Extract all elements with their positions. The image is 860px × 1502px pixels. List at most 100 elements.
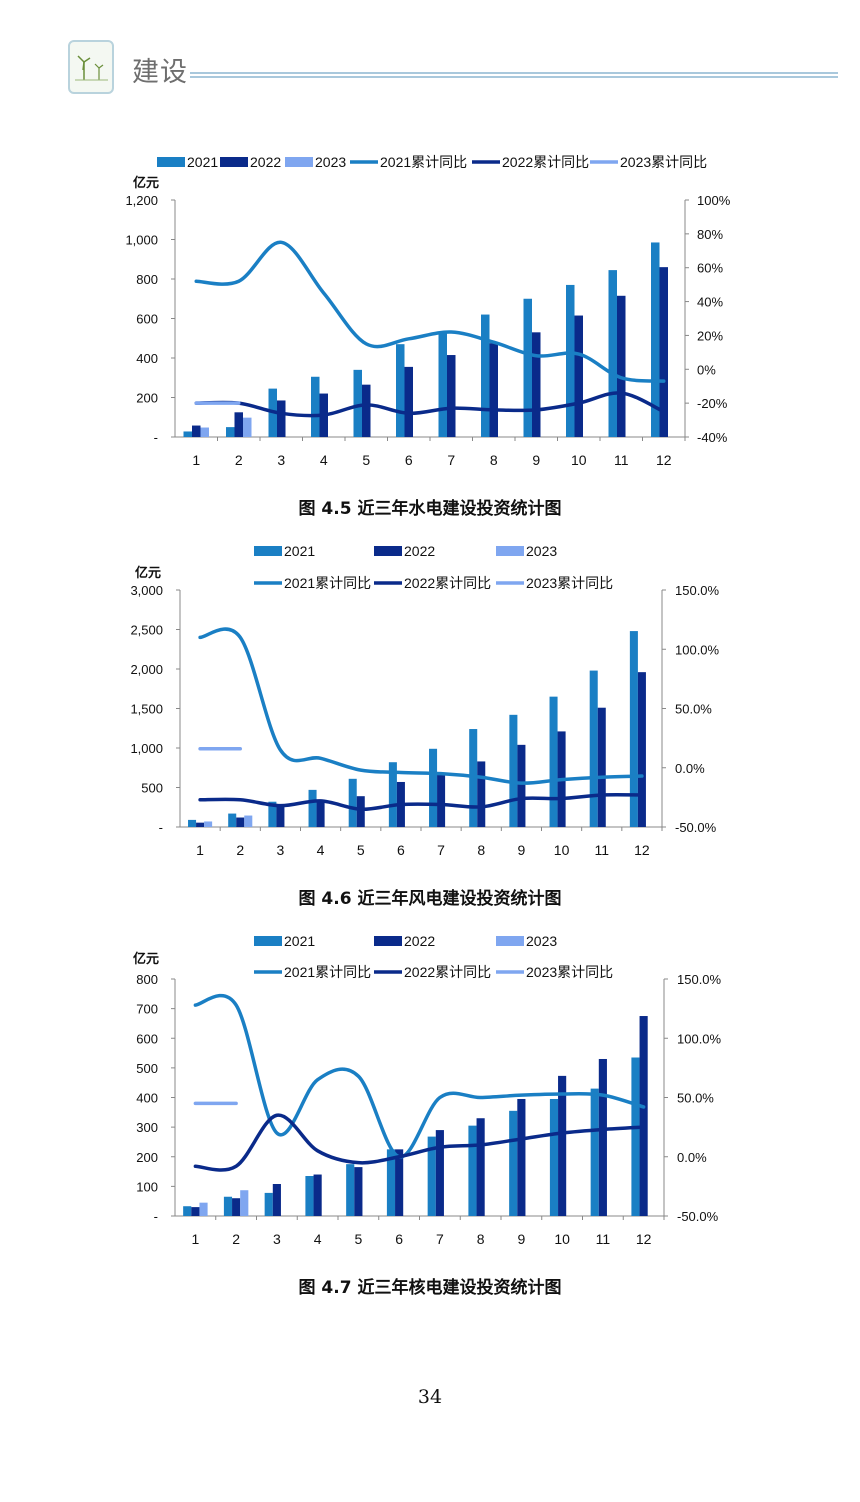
- y-tick-label: 200: [136, 391, 158, 406]
- bar-2021-7: [429, 748, 438, 827]
- bar-2021-11: [590, 1088, 599, 1216]
- bar-2022-7: [437, 773, 446, 827]
- legend-item-2021: 2021: [157, 154, 218, 170]
- legend-swatch: [220, 157, 248, 167]
- bar-2021-8: [481, 314, 490, 437]
- x-tick-label: 6: [395, 1231, 403, 1247]
- bar-2022-1: [196, 822, 205, 827]
- legend-label: 2023累计同比: [526, 575, 613, 591]
- y-tick-label: 300: [136, 1120, 158, 1135]
- y-tick-label: -: [154, 1209, 158, 1224]
- bar-2022-9: [517, 1098, 526, 1216]
- legend-label: 2022: [250, 154, 281, 170]
- nuclear-power-investment-chart: - 100 200 300 400 500 600 700 800 -50.0% 0.0% 50.0%…: [0, 925, 860, 1265]
- line-2022累计同比: [198, 792, 644, 811]
- x-tick-label: 9: [532, 452, 540, 468]
- legend-swatch: [157, 157, 185, 167]
- bar-2022-7: [435, 1130, 444, 1216]
- y-tick-label: 800: [136, 272, 158, 287]
- y-tick-label: -: [154, 430, 158, 445]
- bar-2022-12: [659, 267, 668, 437]
- legend-item-2022: 2022: [220, 154, 281, 170]
- bar-2022-2: [232, 1198, 241, 1216]
- x-tick-label: 11: [594, 842, 609, 858]
- y2-tick-label: 0.0%: [675, 761, 705, 776]
- bar-2021-4: [305, 1176, 314, 1216]
- line-2022累计同比: [193, 1113, 646, 1172]
- x-tick-label: 12: [636, 1231, 652, 1247]
- legend-label: 2023: [526, 543, 557, 559]
- legend-item-2022累计同比: 2022累计同比: [472, 154, 589, 170]
- x-tick-label: 4: [314, 1231, 322, 1247]
- y-axis-unit-label: 亿元: [133, 175, 159, 190]
- bar-2021-7: [438, 333, 447, 437]
- legend-item-2023: 2023: [496, 543, 557, 559]
- chart-svg: - 100 200 300 400 500 600 700 800 -50.0% 0.0% 50.0%…: [133, 933, 722, 1247]
- bar-2022-8: [477, 761, 486, 827]
- bar-2022-9: [532, 332, 541, 437]
- line-2021累计同比: [198, 627, 644, 785]
- y-tick-label: 600: [136, 1031, 158, 1046]
- bar-2022-8: [489, 343, 498, 437]
- bar-2022-1: [192, 425, 201, 437]
- y-tick-label: 2,000: [130, 662, 163, 677]
- bar-2022-11: [597, 707, 606, 827]
- x-tick-label: 3: [273, 1231, 281, 1247]
- y2-tick-label: 60%: [697, 261, 723, 276]
- y2-tick-label: 100.0%: [675, 642, 720, 657]
- legend-label: 2021: [284, 933, 315, 949]
- bar-2023-1: [199, 1202, 208, 1216]
- bar-2022-10: [574, 315, 583, 437]
- chart-svg: - 200 400 600 800 1,000 1,200 -40% -20% 0% 20% 40% 6…: [125, 154, 730, 468]
- bar-2022-5: [362, 384, 371, 437]
- x-tick-label: 8: [490, 452, 498, 468]
- legend-item-2023: 2023: [496, 933, 557, 949]
- x-tick-label: 5: [354, 1231, 362, 1247]
- legend-label: 2022累计同比: [404, 575, 491, 591]
- x-tick-label: 11: [596, 1231, 611, 1247]
- legend-swatch: [496, 936, 524, 946]
- legend-item-2023累计同比: 2023累计同比: [496, 575, 613, 591]
- y-tick-label: 3,000: [130, 583, 163, 598]
- bar-2022-7: [447, 355, 456, 437]
- legend-swatch: [254, 936, 282, 946]
- x-tick-label: 10: [571, 452, 587, 468]
- legend-label: 2021累计同比: [284, 575, 371, 591]
- legend-item-2022: 2022: [374, 543, 435, 559]
- header-divider: [190, 72, 838, 82]
- legend-item-2021累计同比: 2021累计同比: [350, 154, 467, 170]
- bar-2022-9: [517, 744, 526, 827]
- y-tick-label: 600: [136, 312, 158, 327]
- x-tick-label: 3: [277, 842, 285, 858]
- x-tick-label: 11: [614, 452, 629, 468]
- bar-2021-11: [608, 270, 617, 437]
- x-tick-label: 10: [554, 842, 570, 858]
- x-tick-label: 1: [192, 452, 200, 468]
- legend-label: 2022累计同比: [404, 964, 491, 980]
- bar-2021-2: [223, 1196, 233, 1216]
- y2-tick-label: 0%: [697, 362, 716, 377]
- y-tick-label: 400: [136, 351, 158, 366]
- legend-label: 2023: [526, 933, 557, 949]
- bar-2021-1: [188, 819, 197, 827]
- y2-tick-label: 50.0%: [677, 1091, 714, 1106]
- wind-power-investment-chart: - 500 1,000 1,500 2,000 2,500 3,000 -50.0% 0.0% 5…: [0, 535, 860, 875]
- bar-2021-5: [348, 778, 357, 827]
- x-tick-label: 12: [656, 452, 672, 468]
- x-tick-label: 4: [317, 842, 325, 858]
- legend-label: 2021累计同比: [380, 154, 467, 170]
- x-tick-label: 9: [518, 842, 526, 858]
- bar-2021-6: [396, 344, 405, 437]
- wind-turbine-logo-icon: [68, 40, 114, 94]
- y-tick-label: 500: [141, 781, 163, 796]
- y2-tick-label: -20%: [697, 396, 728, 411]
- bar-2022-12: [639, 1016, 648, 1216]
- bar-2021-1: [183, 431, 192, 437]
- bar-2021-10: [566, 284, 575, 437]
- legend-label: 2023: [315, 154, 346, 170]
- bar-2022-8: [476, 1118, 485, 1216]
- bar-2023-2: [243, 417, 252, 437]
- bar-2021-5: [346, 1164, 355, 1216]
- legend-item-2021: 2021: [254, 543, 315, 559]
- chart-svg: - 500 1,000 1,500 2,000 2,500 3,000 -50.0% 0.0% 5…: [130, 543, 720, 858]
